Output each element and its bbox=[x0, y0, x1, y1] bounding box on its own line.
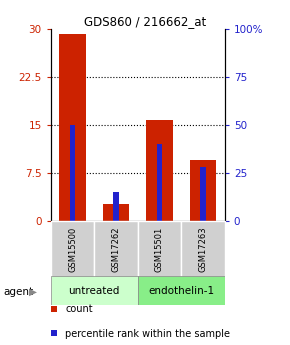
Bar bbox=[181, 221, 225, 278]
Bar bbox=[157, 144, 162, 221]
Bar bbox=[59, 34, 86, 221]
Bar bbox=[94, 221, 138, 278]
Text: GSM17262: GSM17262 bbox=[111, 227, 121, 272]
Bar bbox=[113, 192, 119, 221]
Bar bbox=[200, 167, 206, 221]
Text: endothelin-1: endothelin-1 bbox=[148, 286, 214, 296]
Text: GSM15500: GSM15500 bbox=[68, 227, 77, 272]
Bar bbox=[103, 204, 129, 221]
Bar bbox=[138, 276, 225, 305]
Bar bbox=[146, 120, 173, 221]
Text: ▶: ▶ bbox=[29, 287, 37, 296]
Bar bbox=[138, 221, 181, 278]
Text: percentile rank within the sample: percentile rank within the sample bbox=[65, 329, 230, 338]
Bar bbox=[51, 221, 94, 278]
Text: GSM17263: GSM17263 bbox=[198, 226, 208, 272]
Text: count: count bbox=[65, 305, 93, 314]
Text: GSM15501: GSM15501 bbox=[155, 227, 164, 272]
Text: GDS860 / 216662_at: GDS860 / 216662_at bbox=[84, 16, 206, 29]
Bar bbox=[70, 125, 75, 221]
Bar bbox=[51, 276, 138, 305]
Bar bbox=[190, 160, 216, 221]
Text: untreated: untreated bbox=[68, 286, 120, 296]
Text: agent: agent bbox=[3, 287, 33, 296]
